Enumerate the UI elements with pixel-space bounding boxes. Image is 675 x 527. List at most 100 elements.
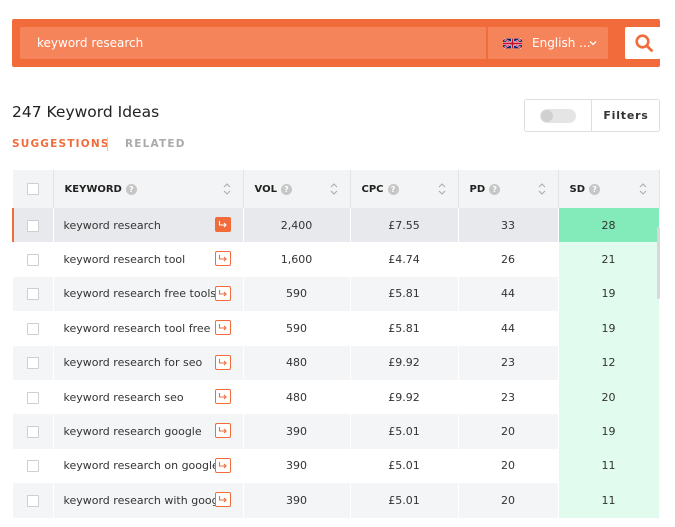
info-icon[interactable]: ? xyxy=(387,183,399,195)
search-icon xyxy=(635,34,653,52)
search-bar: English ... xyxy=(12,19,663,67)
column-pd-label: PD xyxy=(469,183,486,195)
tab-suggestions[interactable]: SUGGESTIONS xyxy=(12,138,110,150)
keyword-text[interactable]: keyword research tool xyxy=(63,253,186,267)
keyword-text[interactable]: keyword research for seo xyxy=(63,356,203,370)
keyword-text[interactable]: keyword research on google xyxy=(63,459,219,473)
table-row[interactable]: keyword research on google 390 £5.01 20 11 xyxy=(13,448,660,484)
select-all-checkbox[interactable] xyxy=(26,183,39,195)
keyword-text[interactable]: keyword research seo xyxy=(63,390,184,404)
language-label: English ... xyxy=(532,36,591,50)
keyword-text[interactable]: keyword research with google xyxy=(63,493,229,507)
row-checkbox[interactable] xyxy=(26,288,39,301)
column-sd[interactable]: SD? xyxy=(558,170,660,208)
go-to-keyword-icon[interactable] xyxy=(214,354,231,370)
sd-cell: 12 xyxy=(558,345,660,380)
go-to-keyword-icon[interactable] xyxy=(214,251,231,267)
row-checkbox[interactable] xyxy=(26,494,39,507)
sd-cell: 19 xyxy=(558,414,660,449)
pd-cell: 20 xyxy=(458,414,559,449)
filters-button[interactable]: Filters xyxy=(603,109,649,122)
column-sd-label: SD xyxy=(569,183,586,195)
column-cpc-label: CPC xyxy=(361,183,384,195)
sort-icon[interactable] xyxy=(330,182,338,196)
info-icon[interactable]: ? xyxy=(280,183,292,195)
row-checkbox[interactable] xyxy=(26,426,39,439)
cpc-cell: £5.81 xyxy=(350,311,459,346)
vol-cell: 390 xyxy=(243,414,351,449)
search-button[interactable] xyxy=(625,27,663,59)
column-vol-label: VOL xyxy=(254,183,277,195)
cpc-cell: £9.92 xyxy=(350,345,459,380)
sd-cell: 19 xyxy=(558,311,660,346)
row-checkbox[interactable] xyxy=(26,357,39,370)
pd-cell: 44 xyxy=(458,276,559,312)
pd-cell: 23 xyxy=(458,379,559,415)
sort-icon[interactable] xyxy=(438,182,446,196)
vol-cell: 590 xyxy=(243,311,351,346)
sort-icon[interactable] xyxy=(223,182,231,196)
row-checkbox[interactable] xyxy=(26,254,39,267)
pd-cell: 26 xyxy=(458,242,559,277)
filters-toggle[interactable] xyxy=(540,109,576,123)
tab-related[interactable]: RELATED xyxy=(125,138,186,150)
keyword-text[interactable]: keyword research xyxy=(63,218,161,232)
table-row[interactable]: keyword research seo 480 £9.92 23 20 xyxy=(13,379,660,415)
row-checkbox[interactable] xyxy=(27,219,40,232)
row-select-cell xyxy=(13,448,54,484)
go-to-keyword-icon[interactable] xyxy=(214,388,231,404)
go-to-keyword-icon[interactable] xyxy=(214,217,231,232)
column-keyword[interactable]: KEYWORD? xyxy=(53,170,244,208)
row-checkbox[interactable] xyxy=(26,460,39,473)
table-row[interactable]: keyword research 2,400 £7.55 33 28 xyxy=(12,208,660,243)
pd-cell: 20 xyxy=(458,483,559,518)
select-all-cell xyxy=(13,170,54,208)
language-select[interactable]: English ... xyxy=(488,27,608,59)
row-checkbox[interactable] xyxy=(26,391,39,404)
vol-cell: 2,400 xyxy=(243,208,351,243)
keyword-cell: keyword research for seo xyxy=(53,345,244,380)
sd-cell: 19 xyxy=(558,276,660,312)
table-row[interactable]: keyword research tool free 590 £5.81 44 19 xyxy=(13,311,660,346)
table-row[interactable]: keyword research for seo 480 £9.92 23 12 xyxy=(13,345,660,380)
keyword-cell: keyword research seo xyxy=(53,379,244,415)
table-row[interactable]: keyword research google 390 £5.01 20 19 xyxy=(13,414,660,449)
row-select-cell xyxy=(13,414,54,449)
keyword-text[interactable]: keyword research google xyxy=(63,425,202,439)
table-row[interactable]: keyword research tool 1,600 £4.74 26 21 xyxy=(13,242,660,277)
go-to-keyword-icon[interactable] xyxy=(214,492,231,508)
info-icon[interactable]: ? xyxy=(125,183,137,195)
search-input[interactable] xyxy=(20,27,486,59)
uk-flag-icon xyxy=(503,37,522,49)
cpc-cell: £5.01 xyxy=(350,483,459,518)
pd-cell: 20 xyxy=(458,448,559,484)
info-icon[interactable]: ? xyxy=(589,183,601,195)
go-to-keyword-icon[interactable] xyxy=(214,423,231,439)
chevron-down-icon xyxy=(589,41,597,46)
divider xyxy=(591,100,592,131)
column-keyword-label: KEYWORD xyxy=(64,183,122,195)
sort-icon[interactable] xyxy=(639,182,647,196)
vol-cell: 390 xyxy=(243,483,351,518)
table-row[interactable]: keyword research free tools 590 £5.81 44 19 xyxy=(13,276,660,312)
column-pd[interactable]: PD? xyxy=(458,170,559,208)
column-cpc[interactable]: CPC? xyxy=(350,170,459,208)
keyword-text[interactable]: keyword research tool free xyxy=(63,321,211,335)
keyword-text[interactable]: keyword research free tools xyxy=(63,287,217,301)
go-to-keyword-icon[interactable] xyxy=(214,285,231,301)
sort-icon[interactable] xyxy=(538,182,546,196)
go-to-keyword-icon[interactable] xyxy=(214,457,231,473)
keyword-cell: keyword research with google xyxy=(53,483,244,518)
pd-cell: 44 xyxy=(458,311,559,346)
go-to-keyword-icon[interactable] xyxy=(214,320,231,336)
sd-cell: 11 xyxy=(558,483,660,518)
toggle-knob xyxy=(541,110,553,122)
info-icon[interactable]: ? xyxy=(489,183,501,195)
tab-divider xyxy=(107,137,108,151)
table-row[interactable]: keyword research with google 390 £5.01 20 11 xyxy=(13,483,660,518)
row-checkbox[interactable] xyxy=(26,322,39,335)
scrollbar[interactable] xyxy=(657,227,660,299)
column-vol[interactable]: VOL? xyxy=(243,170,351,208)
keyword-cell: keyword research tool free xyxy=(53,311,244,346)
filters-control: Filters xyxy=(524,99,660,132)
